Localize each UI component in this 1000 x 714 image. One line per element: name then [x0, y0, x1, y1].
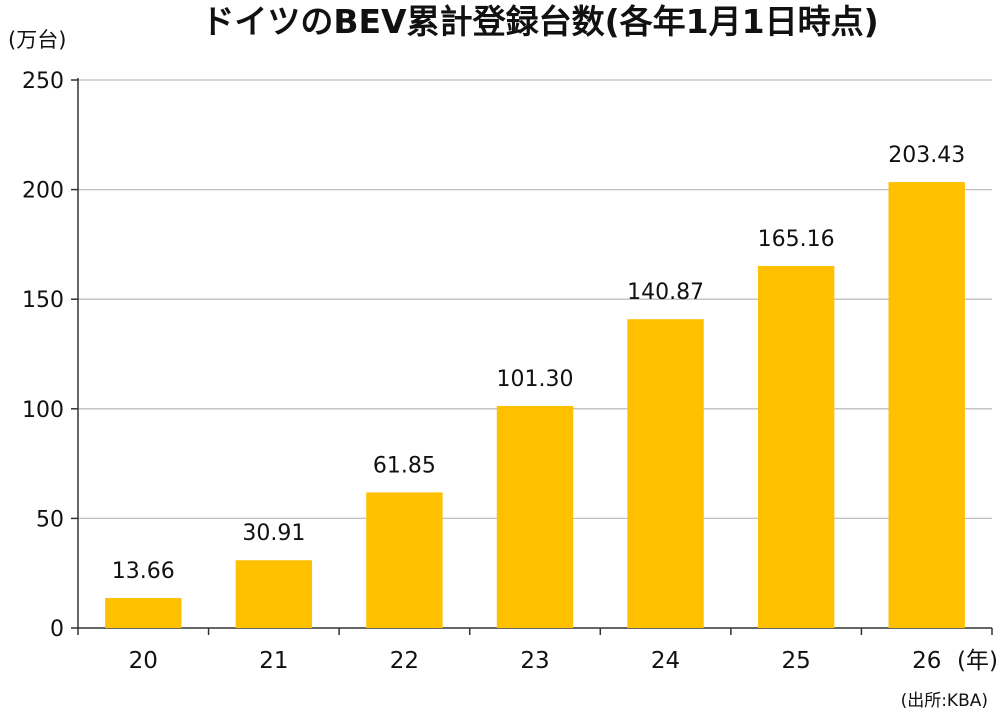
- gridlines: [78, 79, 992, 520]
- source-note: (出所:KBA): [901, 691, 988, 711]
- x-tick-label: 24: [651, 648, 680, 674]
- x-axis-unit-label: (年): [957, 648, 998, 674]
- bar-22: [366, 492, 443, 628]
- data-label: 61.85: [373, 453, 436, 478]
- x-tick-label: 25: [782, 648, 811, 674]
- data-label: 30.91: [242, 521, 305, 546]
- x-tick-label: 20: [129, 648, 158, 674]
- y-tick-label: 50: [36, 507, 64, 532]
- y-tick-label: 150: [22, 288, 64, 313]
- data-label: 101.30: [497, 367, 574, 392]
- bar-26: [888, 182, 965, 629]
- chart-title: ドイツのBEV累計登録台数(各年1月1日時点): [201, 2, 878, 41]
- y-tick-labels: 0 50 100 150 200 250: [22, 69, 64, 642]
- bar-23: [496, 405, 574, 628]
- data-label: 13.66: [112, 559, 175, 584]
- x-tick-label: 21: [259, 648, 288, 674]
- bar-24: [627, 319, 704, 628]
- bar-25: [757, 265, 835, 628]
- x-tick-label: 26: [912, 648, 941, 674]
- bars: [105, 182, 965, 629]
- data-label: 165.16: [758, 227, 835, 252]
- data-label: 203.43: [888, 143, 965, 168]
- bar-21: [235, 560, 313, 628]
- x-tick-label: 23: [520, 648, 549, 674]
- y-tick-label: 200: [22, 179, 64, 204]
- y-tick-label: 250: [22, 69, 64, 94]
- x-tick-label: 22: [390, 648, 419, 674]
- x-tick-labels: 20 21 22 23 24 25 26: [129, 648, 942, 674]
- y-tick-label: 0: [50, 617, 64, 642]
- bar-20: [105, 598, 182, 628]
- data-label: 140.87: [627, 280, 704, 305]
- y-tick-label: 100: [22, 398, 64, 423]
- y-axis-unit-label: (万台): [8, 28, 66, 52]
- data-labels: 13.66 30.91 61.85 101.30 140.87 165.16 203.43: [112, 143, 965, 584]
